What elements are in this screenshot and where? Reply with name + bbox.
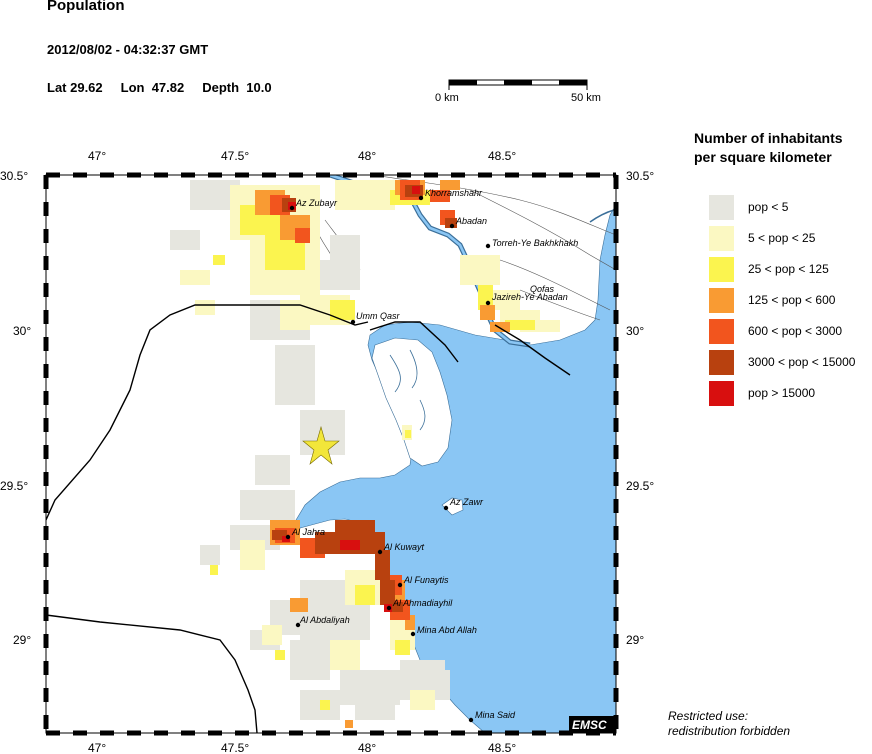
bottom-tick-label: 47° (88, 741, 106, 754)
right-tick-label: 29° (626, 633, 644, 647)
legend-label: 125 < pop < 600 (748, 293, 836, 307)
legend-title-line2: per square kilometer (694, 149, 832, 165)
right-tick-label: 30° (626, 324, 644, 338)
population-map: Az Zubayr Khorramshahr Abadan Torreh-Ye … (0, 149, 654, 754)
legend-swatch (709, 257, 734, 282)
bottom-tick-label: 48° (358, 741, 376, 754)
place-label: Umm Qasr (356, 311, 401, 321)
place-label: Khorramshahr (425, 188, 483, 198)
place-label: Abadan (455, 216, 487, 226)
left-tick-label: 30° (13, 324, 31, 338)
border-line (46, 304, 369, 521)
bottom-tick-label: 48.5° (488, 741, 516, 754)
legend-swatch (709, 381, 734, 406)
legend-item: pop > 15000 (709, 381, 872, 406)
map-frame-ticks (43, 172, 619, 736)
place-label: Al Abdaliyah (299, 615, 350, 625)
event-datetime: 2012/08/02 - 04:32:37 GMT (47, 42, 209, 57)
emsc-badge-text: EMSC (572, 718, 607, 732)
left-tick-label: 29.5° (0, 479, 28, 493)
legend-swatch (709, 350, 734, 375)
place-label: Qofas (530, 284, 555, 294)
restricted-line1: Restricted use: (668, 709, 749, 723)
left-tick-label: 29° (13, 633, 31, 647)
border-line-2 (46, 614, 258, 733)
bottom-tick-label: 47.5° (221, 741, 249, 754)
legend-swatch (709, 226, 734, 251)
axis-labels: 47° 47.5° 48° 48.5° 47° 47.5° 48° 48.5° … (0, 149, 654, 754)
population-low-density (170, 180, 450, 720)
place-label: Torreh-Ye Bakhkhakh (492, 238, 578, 248)
left-tick-label: 30.5° (0, 169, 28, 183)
legend-label: pop > 15000 (748, 386, 816, 400)
legend-label: 600 < pop < 3000 (748, 324, 843, 338)
top-tick-label: 48.5° (488, 149, 516, 163)
legend-item: 25 < pop < 125 (709, 257, 872, 282)
legend-label: pop < 5 (748, 200, 789, 214)
legend-item: 600 < pop < 3000 (709, 319, 872, 344)
legend-title: Number of inhabitants per square kilomet… (694, 129, 843, 167)
legend-item: pop < 5 (709, 195, 872, 220)
right-tick-label: 29.5° (626, 479, 654, 493)
legend-label: 25 < pop < 125 (748, 262, 829, 276)
top-tick-label: 48° (358, 149, 376, 163)
place-label: Al Funaytis (403, 575, 449, 585)
place-label: Jazireh-Ye Abadan (491, 292, 568, 302)
scale-bar (448, 79, 588, 90)
border-line-3 (369, 321, 459, 363)
scale-start-label: 0 km (435, 92, 459, 104)
place-label: Mina Abd Allah (417, 625, 477, 635)
longitude-label: Lon 47.82 (120, 80, 185, 95)
legend-label: 3000 < pop < 15000 (748, 355, 856, 369)
legend-title-line1: Number of inhabitants (694, 130, 843, 146)
legend-label: 5 < pop < 25 (748, 231, 816, 245)
legend-item: 5 < pop < 25 (709, 226, 872, 251)
restricted-line2: redistribution forbidden (668, 724, 791, 738)
place-label: Al Ahmadiayhil (392, 598, 453, 608)
latitude-label: Lat 29.62 (47, 80, 103, 95)
place-label: Az Zawr (449, 497, 484, 507)
legend-swatch (709, 319, 734, 344)
legend-swatch (709, 288, 734, 313)
city-labels: Az Zubayr Khorramshahr Abadan Torreh-Ye … (291, 188, 578, 720)
scale-end-label: 50 km (571, 92, 601, 104)
event-coordinates: Lat 29.62 Lon 47.82 Depth 10.0 (47, 80, 290, 95)
map-title: Population (47, 0, 125, 14)
place-label: Az Zubayr (295, 198, 338, 208)
top-tick-label: 47° (88, 149, 106, 163)
place-label: Al Kuwayt (383, 542, 425, 552)
bubiyan-island (371, 337, 453, 467)
right-tick-label: 30.5° (626, 169, 654, 183)
restricted-notice: Restricted use: redistribution forbidden (668, 709, 790, 739)
city-markers (285, 195, 491, 723)
az-zawr-island (441, 497, 464, 516)
legend-swatch (709, 195, 734, 220)
border-line-4 (494, 324, 571, 376)
legend-item: 3000 < pop < 15000 (709, 350, 872, 375)
place-label: Al Jahra (291, 527, 325, 537)
epicenter-star-icon (302, 425, 340, 465)
legend-item: 125 < pop < 600 (709, 288, 872, 313)
place-label: Mina Said (475, 710, 516, 720)
depth-label: Depth 10.0 (202, 80, 272, 95)
emsc-badge (569, 716, 616, 733)
top-tick-label: 47.5° (221, 149, 249, 163)
